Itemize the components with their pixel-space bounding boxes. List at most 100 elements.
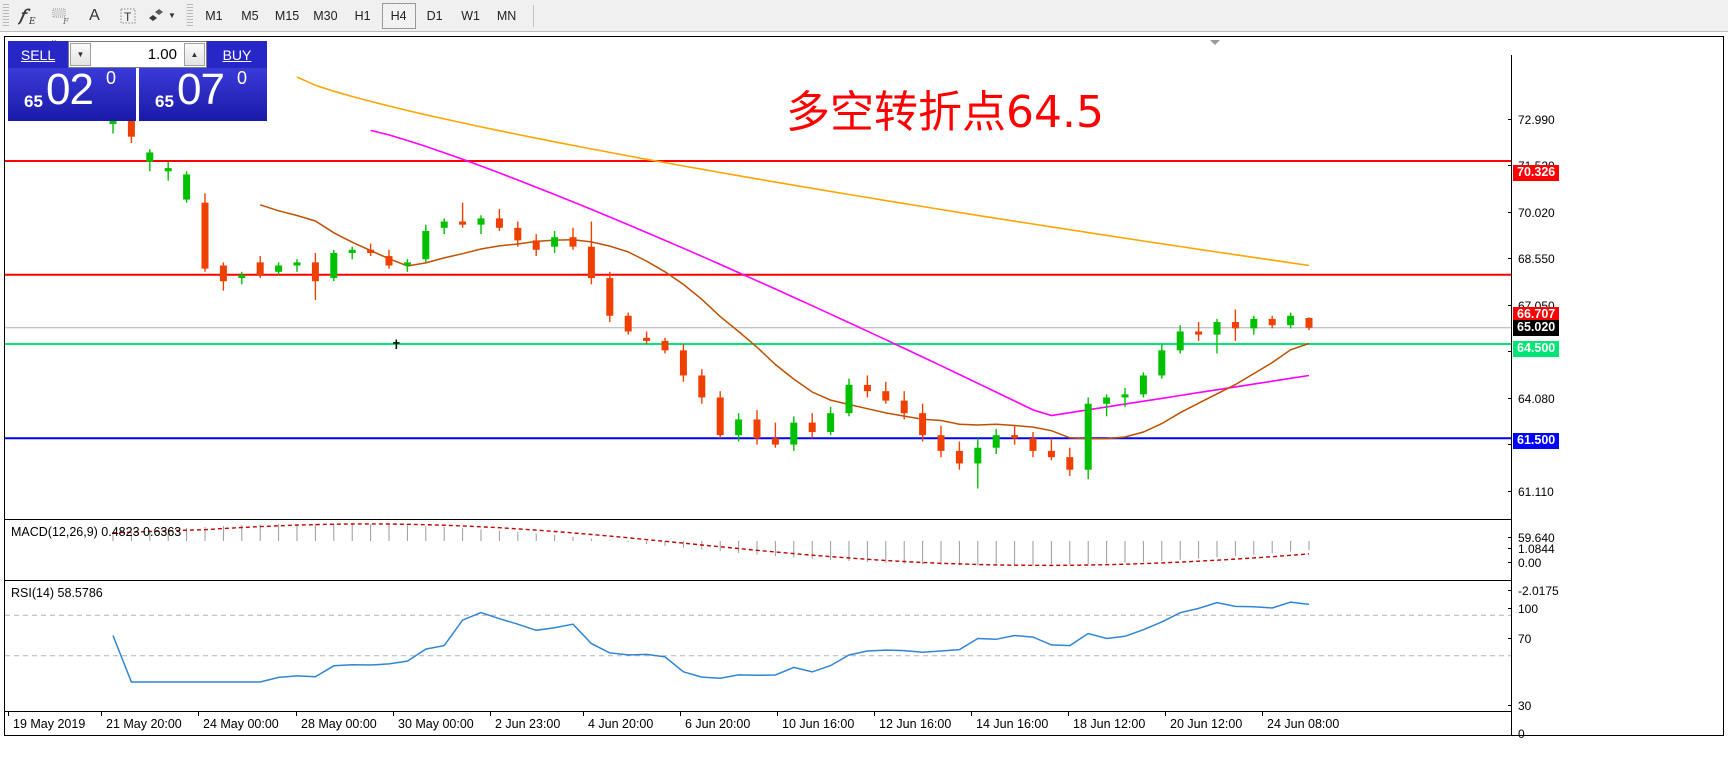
candlestick <box>1011 425 1019 445</box>
candlestick <box>201 193 209 272</box>
timeframe-m15[interactable]: M15 <box>274 8 300 23</box>
candlestick <box>238 271 246 285</box>
buy-price-button[interactable]: 65 07 0 <box>139 68 267 121</box>
price-scale[interactable]: 72.990 71.520 70.020 68.550 67.050 65.58… <box>1507 55 1723 740</box>
candlestick <box>900 391 908 420</box>
price-tick: 59.640 <box>1508 532 1555 544</box>
price-tick: 72.990 <box>1508 114 1555 126</box>
candlestick <box>1268 315 1276 329</box>
candlestick <box>1158 344 1166 379</box>
time-label: 30 May 00:00 <box>393 711 474 731</box>
price-tag-resistance-1[interactable]: 70.326 <box>1513 165 1560 181</box>
time-label: 6 Jun 20:00 <box>679 711 751 731</box>
rsi-tick: 30 <box>1507 700 1531 712</box>
ma-magenta-line <box>370 129 1310 417</box>
candlestick <box>882 381 890 404</box>
timeframe-h4[interactable]: H4 <box>381 2 416 29</box>
candlestick <box>606 271 614 323</box>
rsi-pane[interactable] <box>5 582 1513 694</box>
text-label-icon[interactable]: T <box>111 2 144 30</box>
candlestick <box>1103 394 1111 417</box>
sell-price-button[interactable]: 65 02 0 <box>8 68 136 121</box>
indicators-icon[interactable]: 𝑓 E <box>12 2 45 30</box>
crosshair-marker: ✝ <box>391 337 402 352</box>
candlestick <box>1047 438 1055 461</box>
price-pane[interactable]: ✝ <box>5 55 1513 520</box>
rsi-line <box>112 601 1310 683</box>
time-label: 24 May 00:00 <box>198 711 279 731</box>
toolbar-grip-1[interactable] <box>2 3 9 28</box>
candlestick <box>679 344 687 382</box>
candlestick <box>1287 312 1295 329</box>
candlestick <box>293 259 301 272</box>
candlestick <box>863 375 871 398</box>
candlestick <box>385 249 393 269</box>
candlestick <box>1139 372 1147 398</box>
timeframe-h1[interactable]: H1 <box>354 8 371 23</box>
timeframe-w1[interactable]: W1 <box>461 8 480 23</box>
candlestick <box>367 243 375 257</box>
price-tick: 68.550 <box>1508 253 1555 265</box>
rsi-tick: 70 <box>1507 633 1531 645</box>
rsi-chart-canvas[interactable] <box>5 582 1513 694</box>
objects-icon[interactable] <box>144 2 170 30</box>
macd-chart-canvas[interactable] <box>5 521 1513 581</box>
price-tag-bid[interactable]: 65.020 <box>1513 320 1560 336</box>
candlestick <box>275 262 283 275</box>
text-icon[interactable]: A <box>89 6 100 24</box>
price-tick: 70.020 <box>1508 207 1555 219</box>
sell-price-whole: 65 <box>24 92 43 111</box>
svg-text:F: F <box>62 17 69 26</box>
volume-decrease-icon[interactable]: ▼ <box>70 43 91 66</box>
templates-icon[interactable]: F <box>45 2 78 30</box>
toolbar-grip-2[interactable] <box>185 3 193 28</box>
main-toolbar: 𝑓 E F A T ▼ M1 M5 M15 M30 H1 H4 D1 <box>0 0 1728 32</box>
macd-pane[interactable] <box>5 521 1511 581</box>
candlestick <box>403 259 411 272</box>
timeframe-m1[interactable]: M1 <box>205 8 223 23</box>
candlestick <box>661 337 669 354</box>
candlestick <box>311 252 319 301</box>
candlestick <box>532 234 540 257</box>
volume-increase-icon[interactable]: ▲ <box>184 43 205 66</box>
candlestick <box>827 406 835 436</box>
time-label: 19 May 2019 <box>7 711 86 731</box>
one-click-trading-panel[interactable]: SELL ▼ 1.00 ▲ BUY 65 02 0 65 07 0 <box>8 41 267 121</box>
price-tick: 64.080 <box>1508 393 1555 405</box>
candlestick <box>514 221 522 247</box>
macd-tick: 0.00 <box>1507 557 1541 569</box>
timeframe-m30[interactable]: M30 <box>313 8 338 23</box>
price-tag-support[interactable]: 61.500 <box>1513 433 1560 449</box>
candlestick <box>716 391 724 439</box>
chart-window[interactable]: UKOil-,H4 65.330 65.350 64.940 65.020 ✝ … <box>4 36 1724 740</box>
volume-input[interactable]: 1.00 <box>147 46 177 63</box>
macd-tick: 1.0844 <box>1508 543 1555 555</box>
time-label: 12 Jun 16:00 <box>873 711 952 731</box>
price-tag-resistance-2[interactable]: 66.707 <box>1513 307 1560 323</box>
sell-button[interactable]: SELL <box>8 41 68 68</box>
trade-prices-row: 65 02 0 65 07 0 <box>8 68 267 121</box>
candlestick <box>1231 309 1239 341</box>
candlestick <box>992 428 1000 455</box>
chart-annotation-text[interactable]: 多空转折点64.5 <box>786 87 1104 138</box>
time-label: 20 Jun 12:00 <box>1164 711 1243 731</box>
time-axis[interactable]: 19 May 2019 21 May 20:00 24 May 00:00 28… <box>5 711 1511 735</box>
buy-button[interactable]: BUY <box>207 41 267 68</box>
rsi-tick: 100 <box>1507 603 1538 615</box>
price-tag-pivot[interactable]: 64.500 <box>1513 341 1560 357</box>
timeframe-d1[interactable]: D1 <box>426 8 443 23</box>
candlestick <box>808 413 816 439</box>
price-chart-canvas[interactable] <box>5 55 1513 520</box>
timeframe-mn[interactable]: MN <box>496 8 517 23</box>
candlestick <box>790 416 798 451</box>
time-label: 2 Jun 23:00 <box>489 711 561 731</box>
objects-dropdown-caret-icon[interactable]: ▼ <box>168 11 176 20</box>
candlestick <box>569 227 577 250</box>
chevron-down-icon[interactable] <box>1210 40 1220 45</box>
candlestick <box>937 425 945 458</box>
time-label: 24 Jun 08:00 <box>1261 711 1340 731</box>
candlestick <box>643 331 651 345</box>
candlestick <box>771 422 779 448</box>
volume-stepper[interactable]: ▼ 1.00 ▲ <box>68 41 207 68</box>
timeframe-m5[interactable]: M5 <box>241 8 259 23</box>
